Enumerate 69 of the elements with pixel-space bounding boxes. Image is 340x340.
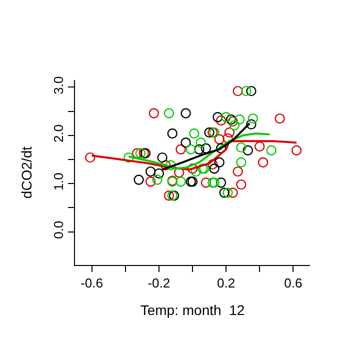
point bbox=[220, 112, 232, 122]
point bbox=[208, 159, 218, 170]
point bbox=[232, 166, 243, 177]
point bbox=[246, 119, 256, 130]
point bbox=[166, 160, 176, 170]
point bbox=[160, 160, 171, 170]
point bbox=[196, 138, 206, 148]
x-tick-label: -0.6 bbox=[80, 276, 103, 291]
point bbox=[152, 174, 162, 185]
point bbox=[266, 145, 276, 156]
point bbox=[212, 112, 223, 122]
x-tick-label: 0.2 bbox=[217, 276, 236, 291]
point bbox=[232, 86, 243, 96]
point bbox=[132, 148, 142, 158]
point bbox=[164, 108, 174, 118]
point bbox=[274, 113, 285, 124]
point bbox=[216, 178, 226, 188]
point bbox=[236, 142, 246, 153]
point bbox=[258, 157, 268, 168]
y-axis-title: dCO2/dt bbox=[18, 146, 34, 199]
point bbox=[216, 115, 226, 126]
point bbox=[254, 141, 265, 152]
point bbox=[164, 190, 174, 201]
x-axis-title: Temp: month 12 bbox=[140, 302, 245, 318]
y-tick-label: 1.0 bbox=[50, 172, 66, 191]
point bbox=[154, 168, 164, 179]
point bbox=[85, 152, 96, 163]
point bbox=[186, 144, 196, 154]
point bbox=[214, 134, 224, 144]
point bbox=[157, 152, 168, 163]
point bbox=[200, 143, 212, 154]
point bbox=[167, 128, 178, 139]
point bbox=[246, 86, 256, 96]
point bbox=[176, 144, 186, 154]
point bbox=[135, 148, 146, 158]
point bbox=[204, 127, 214, 138]
point bbox=[189, 128, 200, 139]
point bbox=[228, 188, 238, 198]
point bbox=[236, 157, 246, 168]
point bbox=[209, 164, 220, 174]
point bbox=[216, 143, 226, 154]
point bbox=[194, 144, 204, 154]
point bbox=[187, 164, 198, 174]
point bbox=[180, 108, 191, 118]
point bbox=[241, 86, 252, 96]
point bbox=[176, 176, 186, 187]
point bbox=[180, 138, 191, 148]
point bbox=[190, 166, 201, 177]
point bbox=[224, 127, 235, 138]
point bbox=[148, 108, 159, 118]
y-tick-label: 0.0 bbox=[50, 220, 66, 239]
x-tick-label: -0.2 bbox=[148, 276, 170, 291]
point bbox=[291, 145, 302, 156]
point bbox=[222, 188, 233, 198]
x-tick-label: 0.6 bbox=[284, 276, 302, 291]
point bbox=[134, 174, 144, 185]
point bbox=[248, 113, 258, 124]
point bbox=[145, 176, 156, 187]
point bbox=[124, 152, 134, 163]
y-tick-label: 2.0 bbox=[50, 124, 66, 142]
point bbox=[200, 178, 212, 188]
y-tick-label: 3.0 bbox=[50, 76, 66, 94]
point bbox=[242, 145, 253, 156]
point bbox=[234, 114, 245, 125]
point bbox=[145, 166, 156, 177]
point bbox=[219, 188, 230, 198]
point bbox=[214, 157, 224, 168]
point bbox=[229, 120, 240, 130]
point bbox=[236, 179, 246, 190]
